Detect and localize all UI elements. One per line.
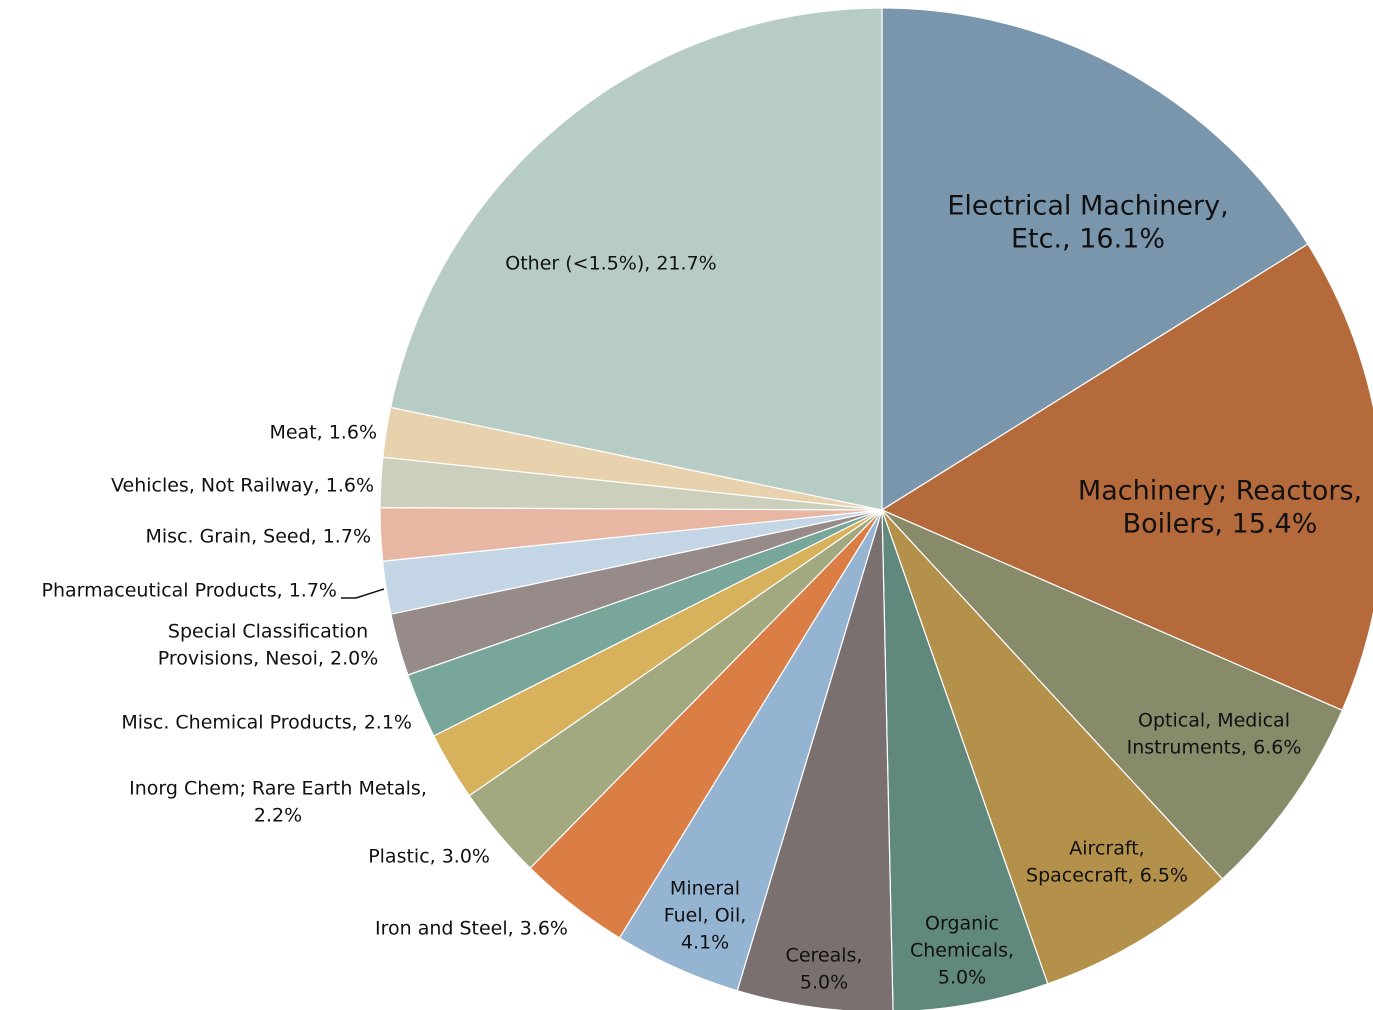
pie-slice-cereals (736, 509, 894, 1010)
slice-label-line: Meat, 1.6% (269, 422, 377, 444)
slice-label-line: Organic (925, 913, 999, 935)
slice-label-machinery-reactors-boilers: Machinery; Reactors, Boilers, 15.4% (1078, 475, 1362, 539)
slice-label-line: Pharmaceutical Products, 1.7% (42, 580, 337, 602)
slice-label-line: Electrical Machinery, (947, 190, 1228, 221)
slice-label-other-1-5: Other (<1.5%), 21.7% (505, 253, 716, 275)
slice-label-line: Fuel, Oil, (664, 905, 747, 927)
pie-slice-electrical-machinery-etc (881, 7, 1309, 512)
leader-lines (341, 588, 385, 599)
slice-label-vehicles-not-railway: Vehicles, Not Railway, 1.6% (111, 475, 374, 497)
pie-slice-machinery-reactors-boilers (880, 243, 1373, 712)
leader-line-pharmaceutical-products (341, 588, 385, 599)
slice-label-line: Machinery; Reactors, (1078, 475, 1362, 506)
slice-label-line: 5.0% (800, 972, 848, 994)
slice-label-mineral-fuel-oil: Mineral Fuel, Oil, 4.1% (664, 878, 747, 954)
slice-label-line: Misc. Grain, Seed, 1.7% (145, 526, 371, 548)
slice-label-special-classification-provisions-nesoi: Special Classification Provisions, Nesoi,… (158, 621, 379, 670)
slice-label-line: Spacecraft, 6.5% (1026, 865, 1188, 887)
slice-label-optical-medical-instruments: Optical, Medical Instruments, 6.6% (1127, 710, 1302, 759)
slice-label-aircraft-spacecraft: Aircraft, Spacecraft, 6.5% (1026, 838, 1188, 887)
slice-label-cereals: Cereals, 5.0% (786, 945, 863, 994)
slice-label-inorg-chem-rare-earth-metals: Inorg Chem; Rare Earth Metals, 2.2% (129, 778, 427, 827)
pie-slices (379, 7, 1373, 1010)
slice-label-misc-chemical-products: Misc. Chemical Products, 2.1% (121, 712, 412, 734)
slice-label-line: Instruments, 6.6% (1127, 737, 1302, 759)
slice-label-line: 4.1% (681, 932, 729, 954)
slice-labels: Electrical Machinery, Etc., 16.1% Machiner… (42, 190, 1363, 993)
slice-label-line: Mineral (670, 878, 740, 900)
slice-label-line: Aircraft, (1069, 838, 1144, 860)
slice-label-organic-chemicals: Organic Chemicals, 5.0% (910, 913, 1014, 989)
pie-slice-aircraft-spacecraft (881, 509, 1224, 985)
slice-label-plastic: Plastic, 3.0% (368, 846, 490, 868)
slice-label-line: Vehicles, Not Railway, 1.6% (111, 475, 374, 497)
slice-label-line: Boilers, 15.4% (1123, 508, 1318, 539)
slice-label-line: Misc. Chemical Products, 2.1% (121, 712, 412, 734)
slice-label-misc-grain-seed: Misc. Grain, Seed, 1.7% (145, 526, 371, 548)
slice-label-line: Iron and Steel, 3.6% (375, 918, 568, 940)
pie-slice-organic-chemicals (881, 509, 1049, 1010)
slice-label-pharmaceutical-products: Pharmaceutical Products, 1.7% (42, 580, 337, 602)
slice-label-line: Inorg Chem; Rare Earth Metals, (129, 778, 427, 800)
slice-label-iron-and-steel: Iron and Steel, 3.6% (375, 918, 568, 940)
slice-label-meat: Meat, 1.6% (269, 422, 377, 444)
slice-label-line: Other (<1.5%), 21.7% (505, 253, 716, 275)
slice-label-line: Etc., 16.1% (1011, 223, 1165, 254)
pie-slice-other-1-5 (389, 7, 883, 511)
slice-label-line: Optical, Medical (1138, 710, 1290, 732)
slice-label-line: Cereals, (786, 945, 863, 967)
slice-label-line: Provisions, Nesoi, 2.0% (158, 648, 379, 670)
slice-label-line: Plastic, 3.0% (368, 846, 490, 868)
slice-label-line: Special Classification (168, 621, 368, 643)
slice-label-line: 2.2% (254, 805, 302, 827)
pie-slice-optical-medical-instruments (881, 509, 1344, 880)
slice-label-electrical-machinery-etc: Electrical Machinery, Etc., 16.1% (947, 190, 1228, 254)
slice-label-line: 5.0% (938, 967, 986, 989)
slice-label-line: Chemicals, (910, 940, 1014, 962)
